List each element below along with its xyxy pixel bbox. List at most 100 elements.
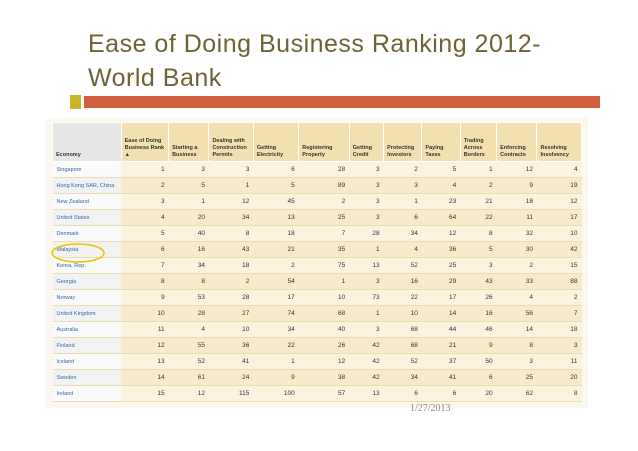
rank-cell: 29 <box>421 273 461 290</box>
rank-cell: 5 <box>121 225 169 242</box>
rank-cell: 12 <box>421 225 461 242</box>
column-header: Getting Credit <box>348 122 385 162</box>
rank-cell: 6 <box>383 385 422 402</box>
rank-cell: 2 <box>208 273 254 290</box>
rank-cell: 16 <box>168 241 209 258</box>
rank-cell: 3 <box>168 161 209 178</box>
table-row: Iceland 13 52 41 1 12 42 52 37 50 3 11 <box>52 353 582 370</box>
rank-cell: 1 <box>349 305 384 322</box>
rank-cell: 12 <box>121 337 169 354</box>
rank-cell: 3 <box>349 321 384 338</box>
rank-cell: 3 <box>121 193 169 210</box>
column-header: Ease of Doing Business Rank ▲ <box>120 122 170 162</box>
rank-cell: 89 <box>298 177 350 194</box>
rank-cell: 3 <box>349 273 384 290</box>
rank-cell: 42 <box>349 353 384 370</box>
rank-cell: 6 <box>253 161 299 178</box>
ranking-table: Economy Ease of Doing Business Rank ▲ Star… <box>52 122 582 402</box>
rank-cell: 22 <box>460 209 497 226</box>
rank-cell: 9 <box>121 289 169 306</box>
rank-cell: 8 <box>496 337 537 354</box>
table-row: New Zealand 3 1 12 45 2 3 1 23 21 18 12 <box>52 193 582 210</box>
rank-cell: 52 <box>383 257 422 274</box>
rank-cell: 26 <box>298 337 350 354</box>
rank-cell: 1 <box>298 273 350 290</box>
rank-cell: 3 <box>349 177 384 194</box>
rank-cell: 2 <box>253 257 299 274</box>
economy-name: Singapore <box>52 161 122 178</box>
rank-cell: 3 <box>349 193 384 210</box>
rank-cell: 27 <box>208 305 254 322</box>
column-header: Protecting Investors <box>383 122 423 162</box>
rank-cell: 12 <box>168 385 209 402</box>
rank-cell: 23 <box>421 193 461 210</box>
rank-cell: 28 <box>168 305 209 322</box>
rank-cell: 26 <box>460 289 497 306</box>
rank-cell: 10 <box>208 321 254 338</box>
economy-name: New Zealand <box>52 193 122 210</box>
rank-cell: 53 <box>168 289 209 306</box>
table-row: Norway 9 53 28 17 10 73 22 17 26 4 2 <box>52 289 582 306</box>
rank-cell: 1 <box>383 193 422 210</box>
rank-cell: 6 <box>460 369 497 386</box>
rank-cell: 34 <box>208 209 254 226</box>
rank-cell: 12 <box>208 193 254 210</box>
rank-cell: 20 <box>168 209 209 226</box>
rank-cell: 13 <box>253 209 299 226</box>
rank-cell: 34 <box>383 369 422 386</box>
rank-cell: 35 <box>298 241 350 258</box>
rank-cell: 9 <box>496 177 537 194</box>
rank-cell: 46 <box>460 321 497 338</box>
title: World Bank <box>88 64 222 92</box>
column-header: Economy <box>52 122 122 162</box>
rank-cell: 21 <box>460 193 497 210</box>
economy-name: Korea, Rep. <box>52 257 122 274</box>
rank-cell: 68 <box>383 321 422 338</box>
economy-name: Malaysia <box>52 241 122 258</box>
rank-cell: 11 <box>536 353 582 370</box>
accent-bar <box>84 96 600 108</box>
table-row: Finland 12 55 36 22 26 42 68 21 9 8 3 <box>52 337 582 354</box>
rank-cell: 24 <box>208 369 254 386</box>
rank-cell: 34 <box>168 257 209 274</box>
rank-cell: 5 <box>168 177 209 194</box>
rank-cell: 20 <box>536 369 582 386</box>
rank-cell: 12 <box>536 193 582 210</box>
rank-cell: 41 <box>421 369 461 386</box>
rank-cell: 25 <box>421 257 461 274</box>
table-row: Malaysia 6 16 43 21 35 1 4 36 5 30 42 <box>52 241 582 258</box>
rank-cell: 4 <box>168 321 209 338</box>
rank-cell: 28 <box>208 289 254 306</box>
rank-cell: 1 <box>168 193 209 210</box>
table-row: Singapore 1 3 3 6 28 3 2 5 1 12 4 <box>52 161 582 178</box>
rank-cell: 41 <box>208 353 254 370</box>
rank-cell: 6 <box>383 209 422 226</box>
rank-cell: 4 <box>496 289 537 306</box>
rank-cell: 68 <box>383 337 422 354</box>
economy-name: Iceland <box>52 353 122 370</box>
rank-cell: 2 <box>121 177 169 194</box>
rank-cell: 22 <box>383 289 422 306</box>
table-body: Singapore 1 3 3 6 28 3 2 5 1 12 4 Hong Kong SAR, Chi… <box>52 161 582 402</box>
column-header: Enforcing Contracts <box>496 122 538 162</box>
rank-cell: 21 <box>253 241 299 258</box>
rank-cell: 34 <box>253 321 299 338</box>
rank-cell: 100 <box>253 385 299 402</box>
rank-cell: 3 <box>496 353 537 370</box>
rank-cell: 10 <box>383 305 422 322</box>
rank-cell: 4 <box>121 209 169 226</box>
rank-cell: 74 <box>253 305 299 322</box>
rank-cell: 3 <box>208 161 254 178</box>
table-row: Ireland 15 12 115 100 57 13 6 6 20 62 8 <box>52 385 582 402</box>
rank-cell: 73 <box>349 289 384 306</box>
rank-cell: 34 <box>383 225 422 242</box>
rank-cell: 45 <box>253 193 299 210</box>
rank-cell: 14 <box>496 321 537 338</box>
column-header: Paying Taxes <box>421 122 461 162</box>
rank-cell: 13 <box>349 385 384 402</box>
table-row: United States 4 20 34 13 25 3 6 64 22 11 17 <box>52 209 582 226</box>
rank-cell: 4 <box>536 161 582 178</box>
rank-cell: 25 <box>298 209 350 226</box>
rank-cell: 8 <box>168 273 209 290</box>
rank-cell: 43 <box>208 241 254 258</box>
